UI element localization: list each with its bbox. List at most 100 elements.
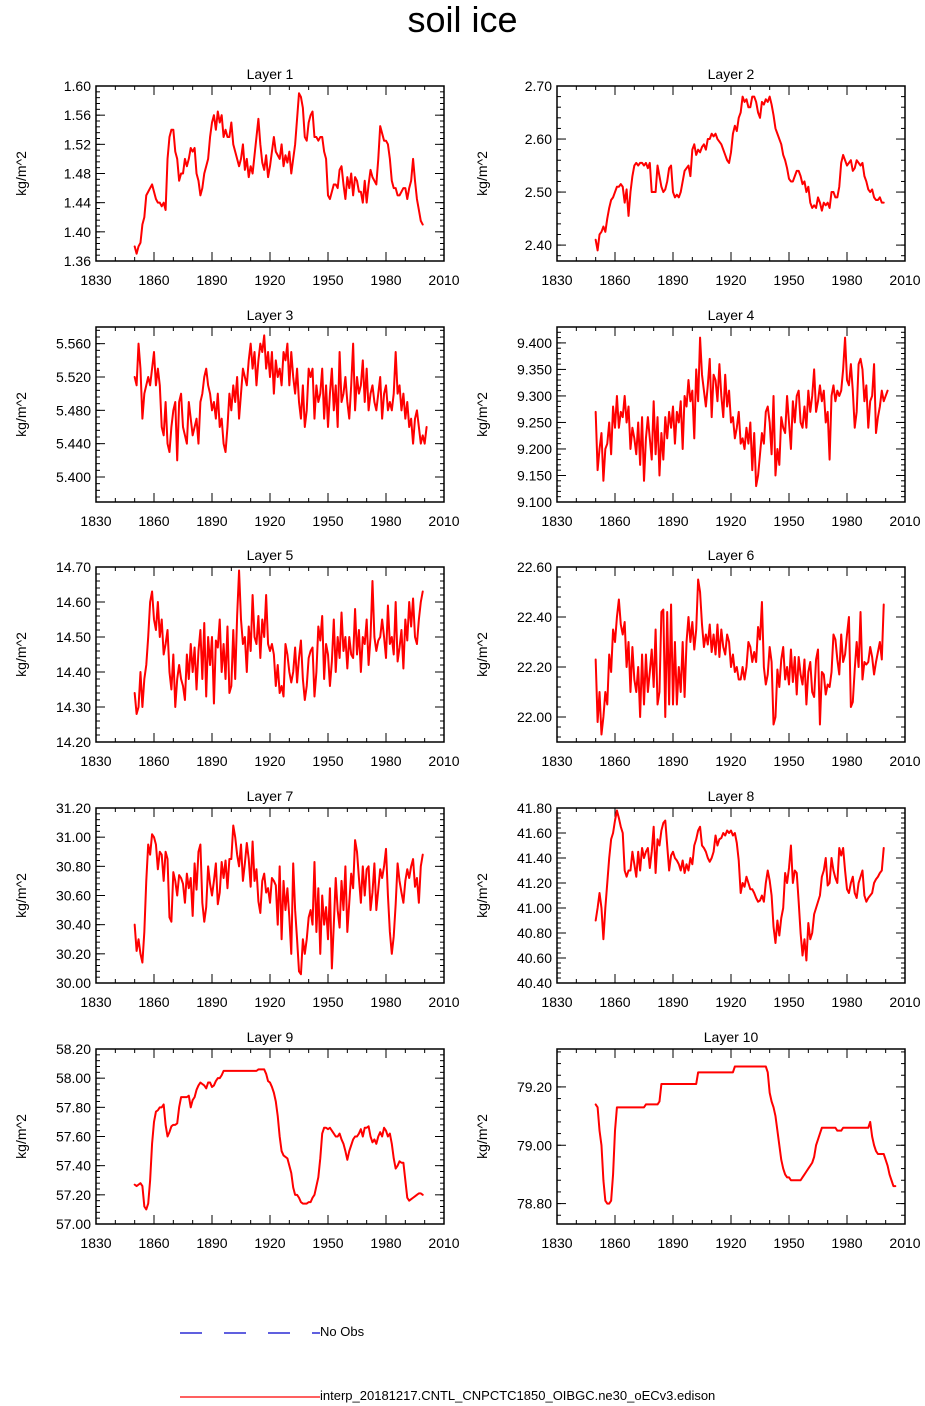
y-tick-label: 40.80 [517, 925, 552, 941]
x-tick-label: 1980 [370, 513, 401, 529]
y-axis-label: kg/m^2 [474, 151, 490, 196]
x-tick-label: 1950 [312, 1235, 343, 1251]
y-tick-label: 9.350 [517, 361, 552, 377]
chart-title: Layer 2 [708, 66, 755, 82]
series-line [594, 1065, 897, 1205]
series-line [133, 1068, 424, 1211]
y-tick-label: 40.60 [517, 950, 552, 966]
y-tick-label: 9.300 [517, 388, 552, 404]
y-tick-label: 1.56 [64, 107, 91, 123]
x-tick-label: 1830 [541, 994, 572, 1010]
y-tick-label: 14.40 [56, 664, 91, 680]
x-tick-label: 1830 [80, 513, 111, 529]
x-tick-label: 2010 [889, 994, 920, 1010]
x-tick-label: 1950 [312, 994, 343, 1010]
y-tick-label: 30.00 [56, 975, 91, 991]
x-tick-label: 1920 [715, 272, 746, 288]
x-tick-label: 1980 [370, 1235, 401, 1251]
y-tick-label: 5.480 [56, 402, 91, 418]
y-tick-label: 22.20 [517, 659, 552, 675]
x-tick-label: 2010 [428, 994, 459, 1010]
y-tick-label: 79.00 [517, 1137, 552, 1153]
plot-frame [95, 326, 445, 503]
chart-panel-5: Layer 5 kg/m^2 1830 1860 1890 1920 1950 1980 201… [13, 547, 460, 769]
y-tick-label: 31.00 [56, 829, 91, 845]
series-line [594, 578, 885, 736]
y-tick-label: 31.20 [56, 800, 91, 816]
y-tick-label: 1.40 [64, 224, 91, 240]
y-tick-label: 30.20 [56, 946, 91, 962]
y-tick-label: 30.80 [56, 858, 91, 874]
y-tick-label: 30.60 [56, 888, 91, 904]
x-tick-label: 2010 [889, 272, 920, 288]
chart-title: Layer 6 [708, 547, 755, 563]
y-axis-label: kg/m^2 [13, 1114, 29, 1159]
y-tick-label: 57.80 [56, 1099, 91, 1115]
y-tick-label: 58.20 [56, 1041, 91, 1057]
x-tick-label: 1890 [196, 1235, 227, 1251]
x-tick-label: 1950 [312, 753, 343, 769]
y-axis-label: kg/m^2 [13, 151, 29, 196]
chart-panel-7: Layer 7 kg/m^2 1830 1860 1890 1920 1950 1980 201… [13, 788, 460, 1010]
x-tick-label: 1860 [599, 513, 630, 529]
x-tick-label: 1890 [657, 1235, 688, 1251]
legend-obs: No Obs [180, 1324, 364, 1341]
x-tick-label: 1920 [254, 994, 285, 1010]
x-tick-label: 1890 [657, 272, 688, 288]
chart-title: Layer 9 [247, 1029, 294, 1045]
y-tick-label: 14.20 [56, 734, 91, 750]
plot-frame [95, 85, 445, 262]
series-line [133, 92, 424, 255]
y-tick-label: 1.48 [64, 166, 91, 182]
plot-frame [556, 807, 906, 984]
x-tick-label: 1980 [831, 1235, 862, 1251]
x-tick-label: 1890 [657, 513, 688, 529]
series-line [594, 336, 889, 488]
y-tick-label: 57.00 [56, 1216, 91, 1232]
y-tick-label: 79.20 [517, 1079, 552, 1095]
y-tick-label: 1.60 [64, 78, 91, 94]
x-tick-label: 1890 [196, 753, 227, 769]
chart-title: Layer 7 [247, 788, 294, 804]
y-tick-label: 40.40 [517, 975, 552, 991]
series-line [133, 569, 424, 715]
chart-panel-4: Layer 4 kg/m^2 1830 1860 1890 1920 1950 1980 201… [474, 307, 921, 529]
chart-panel-9: Layer 9 kg/m^2 1830 1860 1890 1920 1950 1980 201… [13, 1029, 460, 1251]
x-tick-label: 1920 [715, 994, 746, 1010]
plot-frame [556, 566, 906, 743]
chart-panel-8: Layer 8 kg/m^2 1830 1860 1890 1920 1950 1980 201… [474, 788, 921, 1010]
x-tick-label: 1980 [370, 272, 401, 288]
y-tick-label: 41.20 [517, 875, 552, 891]
y-tick-label: 1.44 [64, 195, 91, 211]
y-tick-label: 2.50 [525, 184, 552, 200]
x-tick-label: 2010 [889, 1235, 920, 1251]
x-tick-label: 1980 [831, 272, 862, 288]
chart-panel-6: Layer 6 kg/m^2 1830 1860 1890 1920 1950 1980 201… [474, 547, 921, 769]
x-tick-label: 1950 [773, 513, 804, 529]
y-tick-label: 41.80 [517, 800, 552, 816]
x-tick-label: 1830 [541, 272, 572, 288]
y-tick-label: 78.80 [517, 1196, 552, 1212]
y-tick-label: 5.520 [56, 369, 91, 385]
x-tick-label: 1860 [599, 1235, 630, 1251]
y-tick-label: 57.40 [56, 1158, 91, 1174]
chart-title: Layer 8 [708, 788, 755, 804]
plot-frame [95, 1048, 445, 1225]
x-tick-label: 1860 [138, 513, 169, 529]
y-tick-label: 41.60 [517, 825, 552, 841]
legend-model-label: interp_20181217.CNTL_CNPCTC1850_OIBGC.ne… [320, 1388, 716, 1403]
series-line [133, 824, 424, 976]
plot-frame [556, 1048, 906, 1225]
y-tick-label: 58.00 [56, 1070, 91, 1086]
x-tick-label: 1950 [773, 994, 804, 1010]
y-tick-label: 41.40 [517, 850, 552, 866]
x-tick-label: 1890 [196, 272, 227, 288]
x-tick-label: 1950 [773, 1235, 804, 1251]
x-tick-label: 1980 [831, 753, 862, 769]
x-tick-label: 1980 [831, 513, 862, 529]
x-tick-label: 1890 [196, 994, 227, 1010]
x-tick-label: 1920 [715, 1235, 746, 1251]
x-tick-label: 1890 [657, 994, 688, 1010]
plot-frame [556, 326, 906, 503]
y-tick-label: 2.40 [525, 237, 552, 253]
